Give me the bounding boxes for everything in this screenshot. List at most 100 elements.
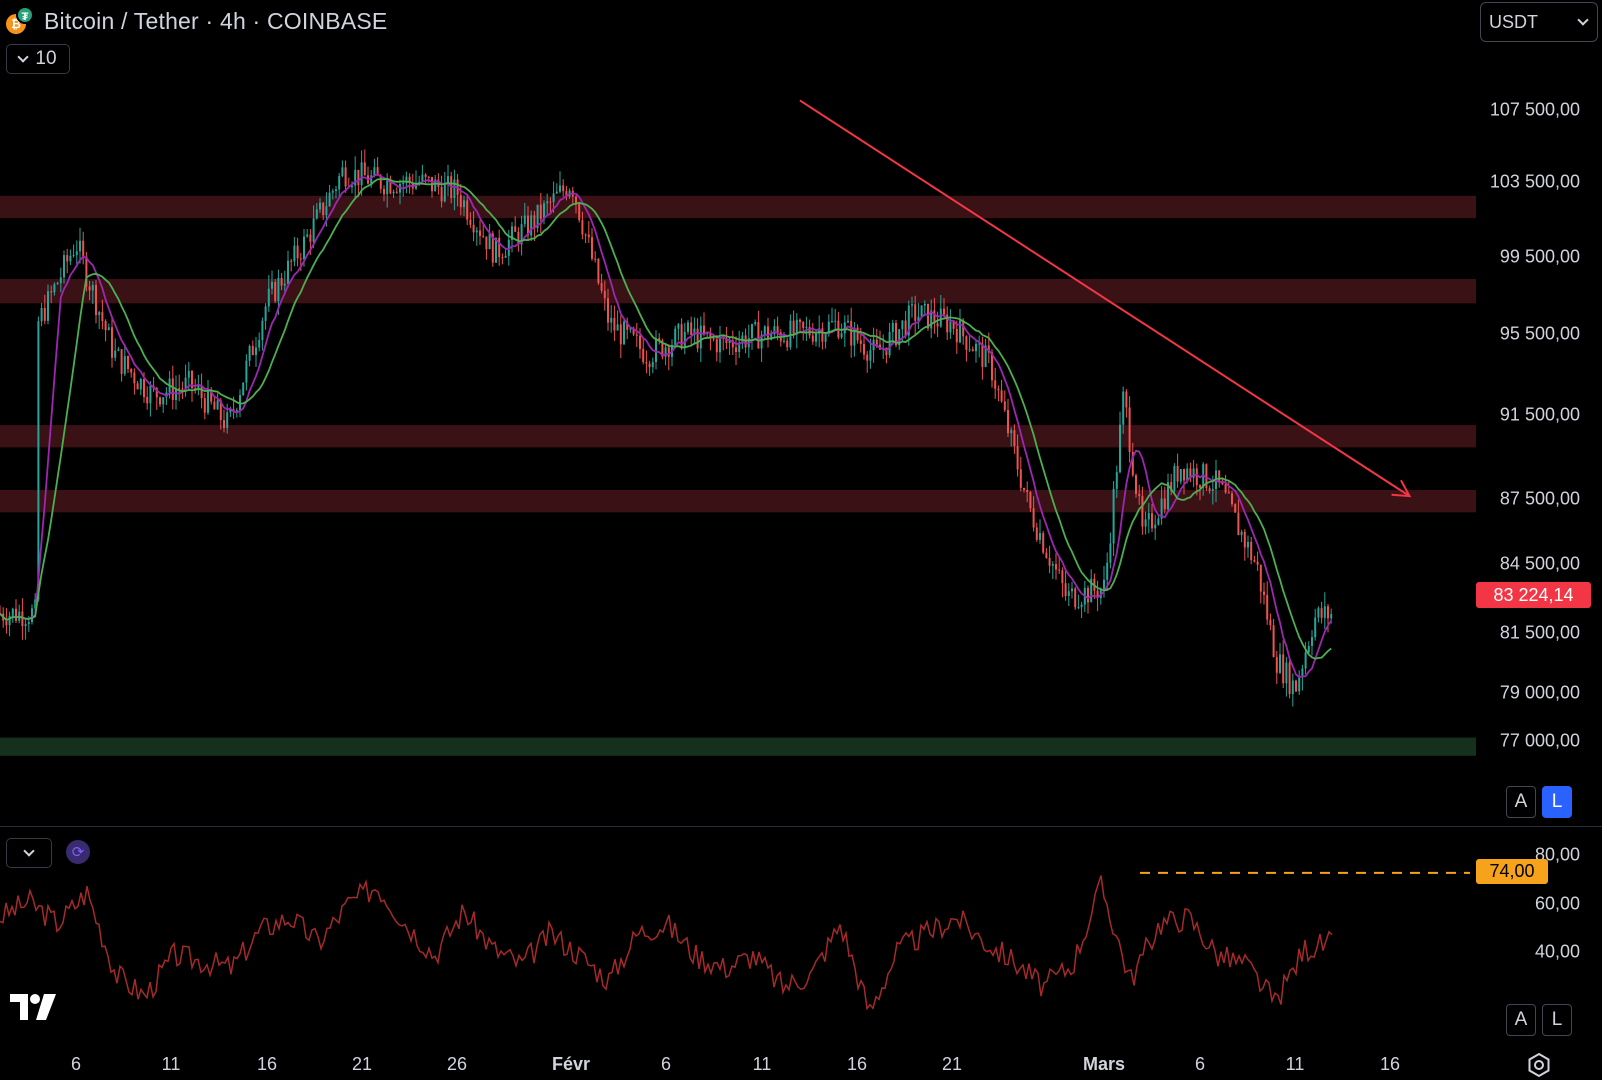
time-tick-label: 11 — [752, 1054, 772, 1074]
candle-body — [117, 349, 120, 351]
candle-body — [680, 324, 683, 349]
candle-body — [1096, 590, 1099, 599]
indicator-count: 10 — [35, 48, 57, 69]
candle-body — [607, 298, 609, 323]
candle-body — [1263, 591, 1265, 595]
candle-body — [1240, 531, 1243, 536]
candle-body — [901, 320, 904, 330]
candle-body — [66, 255, 69, 262]
candle-body — [946, 314, 949, 333]
candle-body — [290, 260, 293, 262]
candle-body — [1253, 560, 1256, 562]
log-scale-button[interactable]: L — [1542, 786, 1572, 818]
candle-body — [939, 308, 942, 327]
candle-body — [242, 382, 245, 396]
candle-body — [520, 224, 523, 245]
candle-body — [853, 327, 856, 346]
candle-body — [127, 356, 129, 370]
candle-body — [763, 326, 766, 335]
candle-body — [699, 325, 702, 349]
price-tick-label: 84 500,00 — [1499, 553, 1580, 574]
candle-body — [82, 240, 85, 257]
candle-body — [312, 218, 315, 242]
candle-body — [648, 363, 651, 368]
candle-body — [95, 284, 97, 316]
candle-body — [1131, 451, 1134, 476]
candle-body — [1279, 654, 1281, 673]
candle-body — [187, 370, 190, 378]
candle-body — [1064, 583, 1067, 597]
candle-body — [907, 305, 910, 336]
candle-body — [600, 283, 603, 291]
candle-body — [1259, 564, 1262, 592]
candle-body — [111, 327, 113, 358]
price-tick-label: 99 500,00 — [1499, 246, 1580, 267]
candle-body — [1109, 543, 1112, 563]
auto-scale-button[interactable]: A — [1506, 786, 1536, 818]
candle-body — [72, 255, 75, 257]
candle-body — [1000, 390, 1003, 402]
candle-body — [1154, 524, 1157, 529]
resistance-zone — [0, 195, 1476, 219]
indicators-toggle-button[interactable]: 10 — [6, 44, 70, 74]
candle-body — [1157, 518, 1160, 525]
candle-body — [1122, 391, 1125, 425]
candle-body — [8, 615, 11, 626]
oscillator-chart[interactable] — [0, 828, 1476, 1038]
time-tick-label: 6 — [70, 1054, 82, 1074]
candle-body — [107, 327, 110, 331]
refresh-icon[interactable]: ⟳ — [66, 840, 90, 864]
candle-body — [27, 622, 30, 625]
candle-body — [533, 215, 536, 229]
tradingview-logo — [10, 994, 56, 1020]
candle-body — [751, 324, 753, 339]
candle-body — [226, 412, 229, 428]
usdt-coin-icon: ₮ — [16, 6, 34, 24]
candle-body — [389, 180, 392, 194]
candle-body — [1208, 488, 1211, 491]
candle-body — [104, 321, 107, 331]
oscillator-log-scale-button[interactable]: L — [1542, 1004, 1572, 1036]
candle-body — [1189, 468, 1192, 478]
candle-body — [1291, 680, 1294, 695]
candle-body — [1141, 496, 1144, 527]
candle-body — [1016, 446, 1019, 470]
candle-body — [1311, 637, 1313, 646]
coin-pair-icon: ₿ ₮ — [6, 6, 36, 36]
symbol-header[interactable]: ₿ ₮ Bitcoin / Tether · 4h · COINBASE — [6, 6, 387, 36]
candle-body — [968, 349, 971, 351]
resistance-zone — [0, 278, 1476, 304]
candle-body — [767, 326, 769, 340]
currency-select[interactable]: USDT — [1480, 2, 1598, 42]
oscillator-tick: 40,00 — [1534, 941, 1580, 962]
candle-body — [395, 191, 398, 193]
candle-body — [511, 226, 513, 240]
oscillator-toggle-button[interactable] — [6, 838, 52, 868]
candle-body — [219, 400, 222, 421]
candle-body — [229, 409, 232, 413]
settings-icon[interactable] — [1526, 1052, 1552, 1078]
candle-body — [235, 410, 238, 412]
candle-body — [1135, 475, 1137, 494]
oscillator-auto-scale-button[interactable]: A — [1506, 1004, 1536, 1036]
candle-body — [930, 310, 933, 329]
pane-divider[interactable] — [0, 826, 1602, 827]
candle-body — [517, 231, 520, 245]
candle-body — [603, 290, 606, 299]
candle-body — [335, 189, 337, 191]
candle-body — [498, 237, 501, 258]
candle-body — [1167, 482, 1169, 510]
candle-body — [325, 206, 328, 216]
price-tick-label: 95 500,00 — [1499, 323, 1580, 344]
candle-body — [466, 200, 469, 220]
candle-body — [1298, 677, 1301, 692]
candle-body — [786, 340, 789, 348]
candle-body — [386, 180, 389, 195]
price-chart[interactable] — [0, 0, 1476, 826]
candle-body — [447, 176, 449, 183]
candle-body — [194, 388, 197, 390]
candle-body — [328, 192, 331, 207]
candle-body — [1218, 470, 1221, 481]
candle-body — [1285, 662, 1288, 684]
candle-body — [379, 175, 382, 189]
